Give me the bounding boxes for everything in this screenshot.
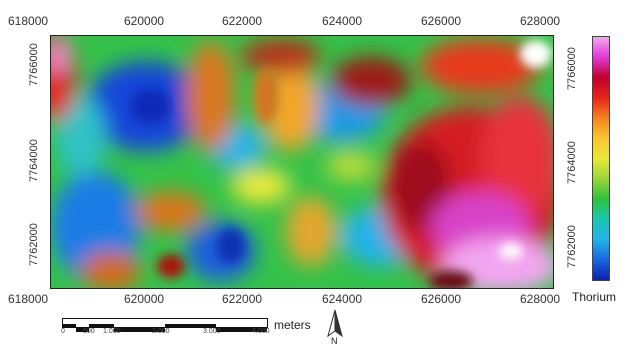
scale-tick: 0	[61, 328, 65, 335]
y-tick-left: 7766000	[28, 43, 40, 86]
y-tick-right: 7766000	[566, 47, 578, 90]
scale-bar	[62, 318, 268, 332]
scale-unit-label: meters	[274, 318, 311, 332]
x-tick-bottom: 628000	[520, 292, 561, 306]
x-tick-bottom: 624000	[322, 292, 363, 306]
y-tick-left: 7764000	[28, 139, 40, 182]
x-tick-top: 626000	[421, 14, 462, 28]
scale-tick: 500	[83, 328, 95, 335]
x-tick-top: 628000	[520, 14, 561, 28]
x-tick-bottom: 622000	[222, 292, 263, 306]
scale-tick: 2.000	[152, 328, 170, 335]
x-tick-top: 624000	[322, 14, 363, 28]
legend-title: Thorium	[572, 290, 617, 304]
thorium-color-scale	[592, 36, 610, 281]
scale-tick: 4.000	[252, 328, 270, 335]
north-arrow-icon: N	[322, 308, 348, 348]
north-label: N	[331, 336, 338, 346]
thorium-raster	[51, 36, 553, 288]
scale-bar-segments	[63, 324, 267, 332]
x-tick-top: 622000	[222, 14, 263, 28]
x-tick-top: 618000	[8, 14, 49, 28]
x-tick-bottom: 618000	[8, 292, 49, 306]
x-tick-bottom: 626000	[421, 292, 462, 306]
scale-tick: 3.000	[203, 328, 221, 335]
scale-tick: 1.000	[103, 328, 121, 335]
y-tick-right: 7764000	[566, 141, 578, 184]
x-tick-bottom: 620000	[124, 292, 165, 306]
y-tick-right: 7762000	[566, 225, 578, 268]
thorium-map	[50, 35, 554, 289]
x-tick-top: 620000	[124, 14, 165, 28]
y-tick-left: 7762000	[28, 223, 40, 266]
